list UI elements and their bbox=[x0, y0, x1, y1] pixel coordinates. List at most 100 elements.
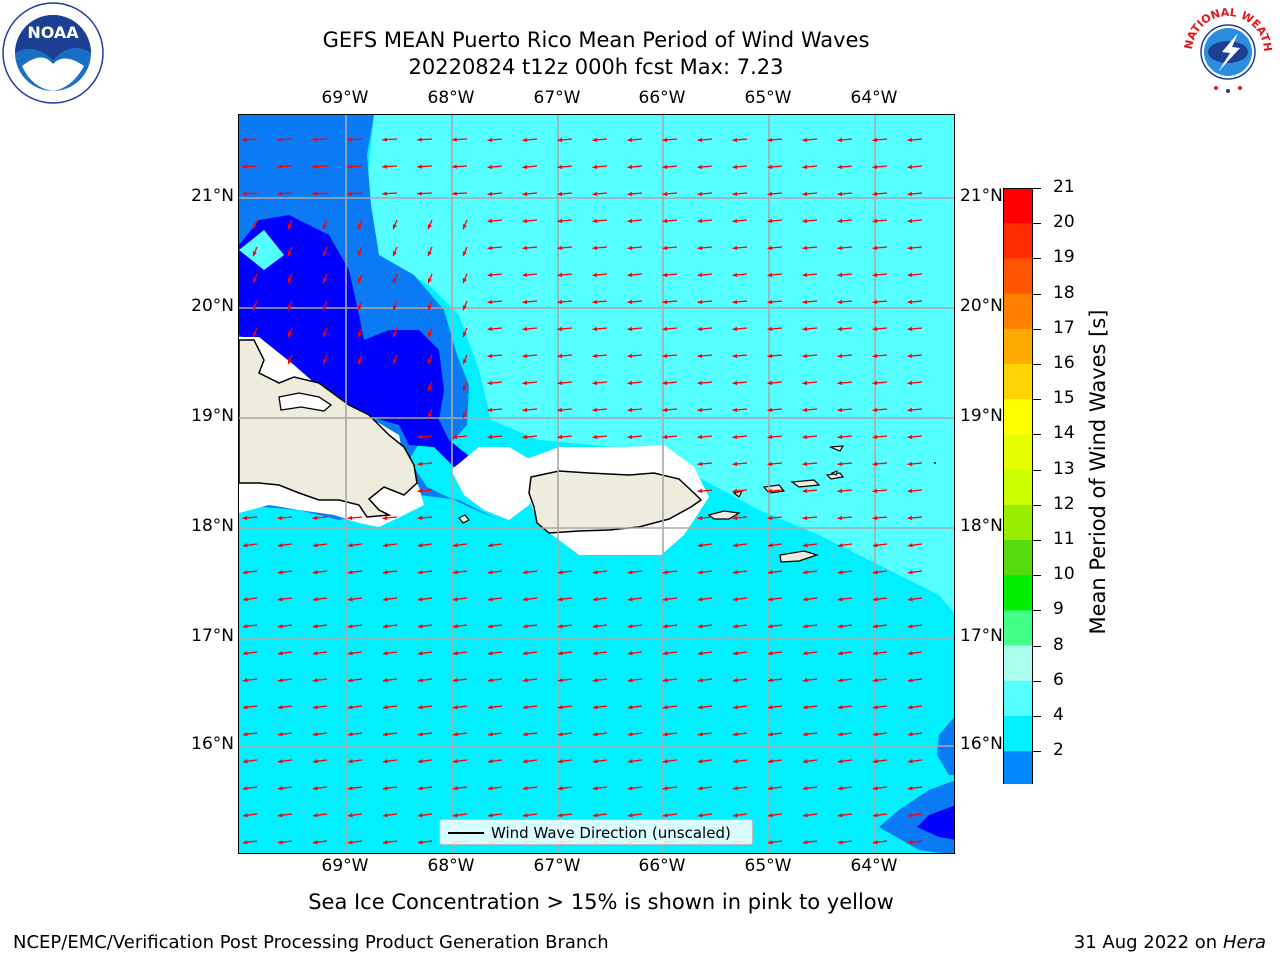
lon-label-top: 65°W bbox=[744, 88, 792, 108]
wave-direction-arrowhead bbox=[697, 380, 703, 386]
colorbar-segment bbox=[1003, 258, 1033, 295]
wave-direction-arrowhead bbox=[662, 786, 668, 791]
wave-direction-arrowhead bbox=[837, 651, 843, 656]
wave-direction-arrowhead bbox=[767, 732, 773, 737]
wave-direction-arrowhead bbox=[767, 164, 773, 170]
wave-direction-arrowhead bbox=[522, 732, 528, 737]
lon-label-top: 66°W bbox=[638, 88, 686, 108]
wave-direction-arrowhead bbox=[242, 624, 248, 629]
wave-direction-arrowhead bbox=[697, 515, 703, 521]
wave-direction-arrowhead bbox=[802, 326, 808, 332]
wave-direction-arrowhead bbox=[487, 353, 493, 359]
wave-direction-arrowhead bbox=[802, 813, 808, 818]
wave-direction-arrowhead bbox=[907, 570, 913, 575]
wave-direction-arrowhead bbox=[907, 434, 913, 440]
wave-direction-arrowhead bbox=[392, 251, 397, 257]
wave-direction-arrowhead bbox=[557, 137, 563, 143]
wave-direction-arrowhead bbox=[697, 570, 703, 575]
wave-direction-arrowhead bbox=[907, 488, 913, 494]
wave-direction-arrowhead bbox=[392, 278, 397, 284]
wave-direction-arrowhead bbox=[802, 380, 808, 386]
wave-direction-arrowhead bbox=[627, 624, 633, 629]
wave-direction-arrowhead bbox=[767, 624, 773, 629]
wave-direction-arrowhead bbox=[242, 813, 248, 818]
colorbar-tick-label: 15 bbox=[1053, 388, 1075, 409]
wave-direction-arrowhead bbox=[427, 224, 432, 230]
lat-label-left: 20°N bbox=[191, 296, 234, 316]
wave-direction-arrowhead bbox=[312, 191, 317, 196]
wave-direction-arrowhead bbox=[312, 732, 318, 737]
wave-direction-arrowhead bbox=[872, 380, 878, 386]
wave-direction-arrowhead bbox=[277, 515, 283, 521]
wave-direction-arrowhead bbox=[907, 678, 913, 683]
wave-direction-arrowhead bbox=[427, 251, 432, 257]
wave-direction-arrowhead bbox=[487, 164, 493, 170]
wave-direction-arrowhead bbox=[357, 251, 362, 257]
wave-direction-arrowhead bbox=[427, 413, 432, 419]
wave-direction-arrowhead bbox=[732, 272, 738, 278]
wave-direction-arrowhead bbox=[907, 191, 913, 197]
wave-direction-arrowhead bbox=[487, 191, 493, 197]
wave-direction-arrowhead bbox=[732, 759, 738, 764]
lon-label-top: 68°W bbox=[427, 88, 475, 108]
wave-direction-arrowhead bbox=[627, 380, 633, 386]
land-mask-mona bbox=[451, 447, 539, 520]
wave-direction-arrowhead bbox=[802, 407, 808, 413]
wave-direction-arrowhead bbox=[802, 434, 808, 440]
wave-direction-arrowhead bbox=[357, 359, 362, 365]
wave-direction-arrowhead bbox=[347, 705, 353, 710]
wave-direction-arrowhead bbox=[837, 624, 843, 629]
lon-label-bottom: 64°W bbox=[850, 856, 898, 876]
lat-label-left: 18°N bbox=[191, 516, 234, 536]
wave-direction-arrowhead bbox=[347, 651, 353, 656]
wave-direction-arrowhead bbox=[487, 218, 493, 224]
wave-direction-arrowhead bbox=[697, 218, 703, 224]
land-hispaniola bbox=[239, 339, 418, 518]
wave-direction-arrowhead bbox=[252, 278, 257, 284]
wave-direction-arrowhead bbox=[802, 759, 808, 764]
map-canvas bbox=[239, 115, 954, 853]
wave-direction-arrowhead bbox=[732, 461, 738, 467]
wave-direction-arrowhead bbox=[522, 137, 528, 143]
lon-label-top: 69°W bbox=[321, 88, 369, 108]
wave-direction-arrowhead bbox=[837, 840, 843, 845]
wave-direction-arrowhead bbox=[872, 434, 878, 440]
wave-direction-arrowhead bbox=[522, 813, 528, 818]
colorbar-segment bbox=[1003, 680, 1033, 717]
wave-direction-arrowhead bbox=[417, 786, 423, 791]
lon-label-bottom: 65°W bbox=[744, 856, 792, 876]
wave-direction-arrowhead bbox=[347, 164, 352, 169]
wave-direction-arrowhead bbox=[837, 380, 843, 386]
wave-direction-arrowhead bbox=[557, 434, 563, 440]
wave-direction-arrowhead bbox=[872, 137, 878, 143]
wave-direction-arrowhead bbox=[907, 597, 913, 602]
wave-direction-arrowhead bbox=[392, 305, 397, 311]
wave-direction-arrowhead bbox=[732, 245, 738, 251]
wave-direction-arrowhead bbox=[287, 332, 292, 338]
wave-direction-arrowhead bbox=[802, 651, 808, 656]
wave-direction-arrowhead bbox=[767, 191, 773, 197]
wave-direction-arrowhead bbox=[487, 299, 493, 305]
wave-direction-arrowhead bbox=[732, 299, 738, 305]
wave-direction-arrowhead bbox=[347, 570, 353, 575]
wave-direction-arrowhead bbox=[417, 732, 423, 737]
wave-direction-arrowhead bbox=[802, 191, 808, 197]
wave-direction-arrowhead bbox=[592, 191, 598, 197]
wave-direction-arrowhead bbox=[732, 488, 738, 494]
lat-label-left: 19°N bbox=[191, 406, 234, 426]
wave-direction-arrowhead bbox=[627, 353, 633, 359]
wave-direction-arrowhead bbox=[802, 245, 808, 251]
wave-direction-arrowhead bbox=[427, 305, 432, 311]
wave-direction-arrowhead bbox=[277, 786, 283, 791]
wave-direction-arrowhead bbox=[732, 732, 738, 737]
wave-direction-arrowhead bbox=[697, 651, 703, 656]
wave-direction-arrowhead bbox=[767, 245, 773, 251]
wave-direction-arrowhead bbox=[522, 759, 528, 764]
wave-direction-arrowhead bbox=[662, 813, 668, 818]
wave-direction-arrowhead bbox=[592, 218, 598, 224]
map-legend: Wind Wave Direction (unscaled) bbox=[439, 819, 753, 845]
wave-direction-arrowhead bbox=[287, 278, 292, 284]
wave-direction-arrowhead bbox=[312, 624, 318, 629]
wave-direction-arrowhead bbox=[322, 332, 327, 338]
wave-direction-arrowhead bbox=[907, 624, 913, 629]
